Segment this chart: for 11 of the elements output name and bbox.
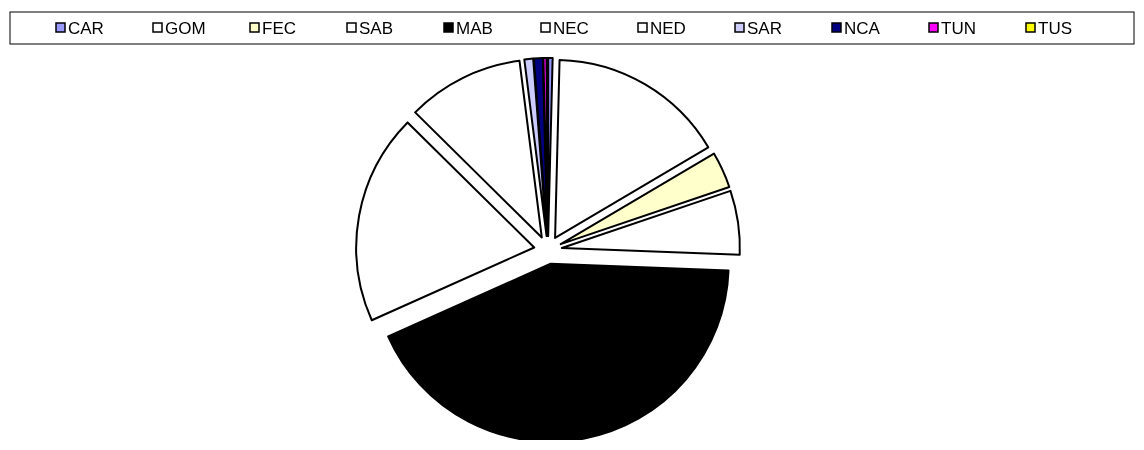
legend-label: CAR (68, 19, 104, 38)
legend-label: TUS (1038, 19, 1072, 38)
legend-label: FEC (262, 19, 296, 38)
legend-label: GOM (165, 19, 206, 38)
legend-label: NED (650, 19, 686, 38)
legend-label: NEC (553, 19, 589, 38)
legend-label: SAB (359, 19, 394, 38)
legend-label: TUN (941, 19, 976, 38)
legend-label: SAR (747, 19, 782, 38)
legend-label: NCA (844, 19, 881, 38)
legend-label: MAB (456, 19, 493, 38)
